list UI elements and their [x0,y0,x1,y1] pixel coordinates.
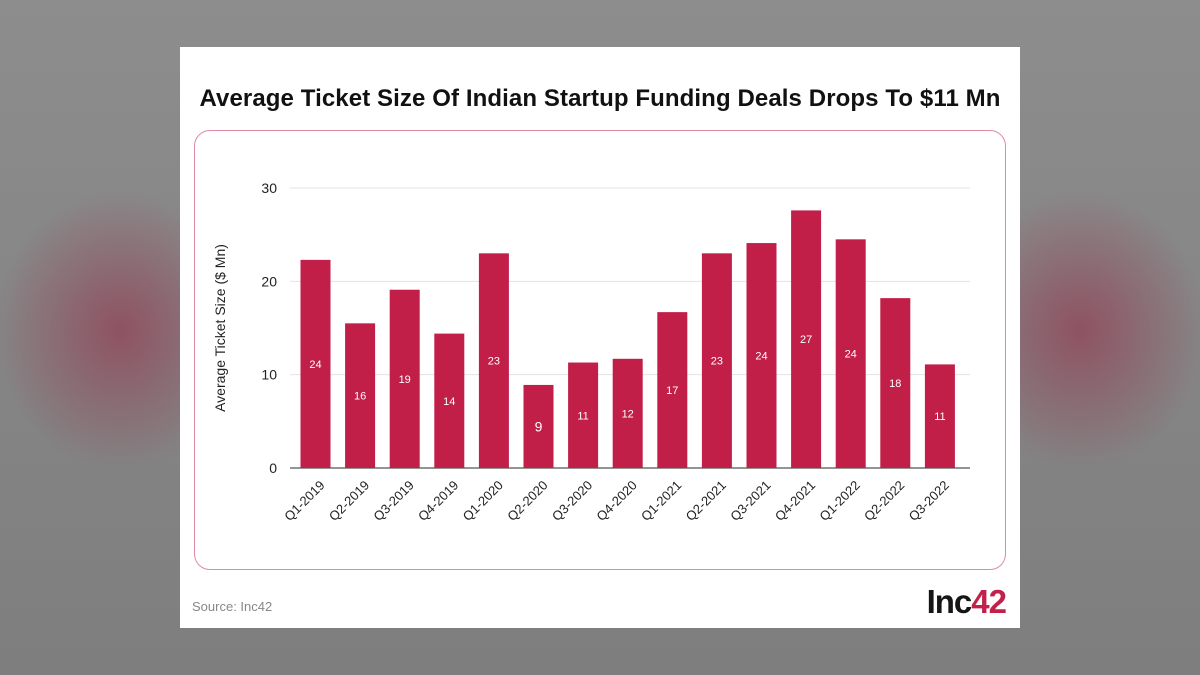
bar-value-label: 27 [800,334,812,346]
x-tick-label: Q4-2019 [415,478,461,524]
bar-value-label: 23 [711,356,723,368]
bar [612,358,643,468]
bar-value-label: 24 [845,349,857,361]
x-tick-label: Q2-2021 [683,478,729,524]
y-axis-label: Average Ticket Size ($ Mn) [212,244,228,412]
bar-value-label: 16 [354,391,366,403]
bar [389,289,420,468]
bar-value-label: 24 [755,351,767,363]
bar-chart: 0 10 20 30 Average Ticket Size ($ Mn) 24 Q1-20… [212,180,970,524]
x-tick-label: Q4-2020 [593,478,639,524]
bar-value-label: 11 [934,411,945,423]
bar-value-label: 17 [666,385,678,397]
bar-value-label: 24 [309,359,321,371]
bar [701,253,732,468]
x-tick-label: Q4-2021 [772,478,818,524]
bar-value-label: 11 [577,410,588,422]
inc42-logo: Inc42 [926,583,1007,621]
x-tick-label: Q2-2020 [504,478,550,524]
x-tick-label: Q3-2022 [906,478,952,524]
bar-value-label: 18 [889,378,901,390]
x-tick-label: Q1-2021 [638,478,684,524]
bar-value-label: 19 [399,374,411,386]
x-tick-label: Q1-2022 [816,478,862,524]
chart-card: Average Ticket Size Of Indian Startup Fu… [180,47,1020,628]
chart-title: Average Ticket Size Of Indian Startup Fu… [199,85,1001,112]
y-tick-label: 10 [261,367,277,383]
y-tick-label: 0 [269,460,277,476]
bar [924,364,955,468]
bar [434,333,465,468]
y-tick-label: 30 [261,180,277,196]
y-tick-label: 20 [261,273,277,289]
bar [835,239,866,468]
source-note: Source: Inc42 [192,599,273,614]
x-tick-label: Q3-2021 [727,478,773,524]
bar [478,253,509,468]
bar [791,210,822,468]
bar [746,243,777,468]
x-tick-label: Q1-2020 [460,478,506,524]
x-tick-label: Q3-2019 [370,478,416,524]
logo-accent: 42 [971,583,1007,620]
bar [523,384,554,468]
bar-value-label: 14 [443,396,455,408]
bar-value-label: 23 [488,356,500,368]
bar-value-label: 9 [535,418,543,434]
bar-value-label: 12 [622,408,634,420]
logo-main: Inc [926,583,973,620]
x-tick-label: Q2-2022 [861,478,907,524]
x-tick-label: Q3-2020 [549,478,595,524]
bar [345,323,376,468]
bar [880,298,911,468]
x-tick-label: Q1-2019 [281,478,327,524]
bar [657,312,688,468]
bar [568,362,599,468]
bar [300,259,331,468]
x-tick-label: Q2-2019 [326,478,372,524]
